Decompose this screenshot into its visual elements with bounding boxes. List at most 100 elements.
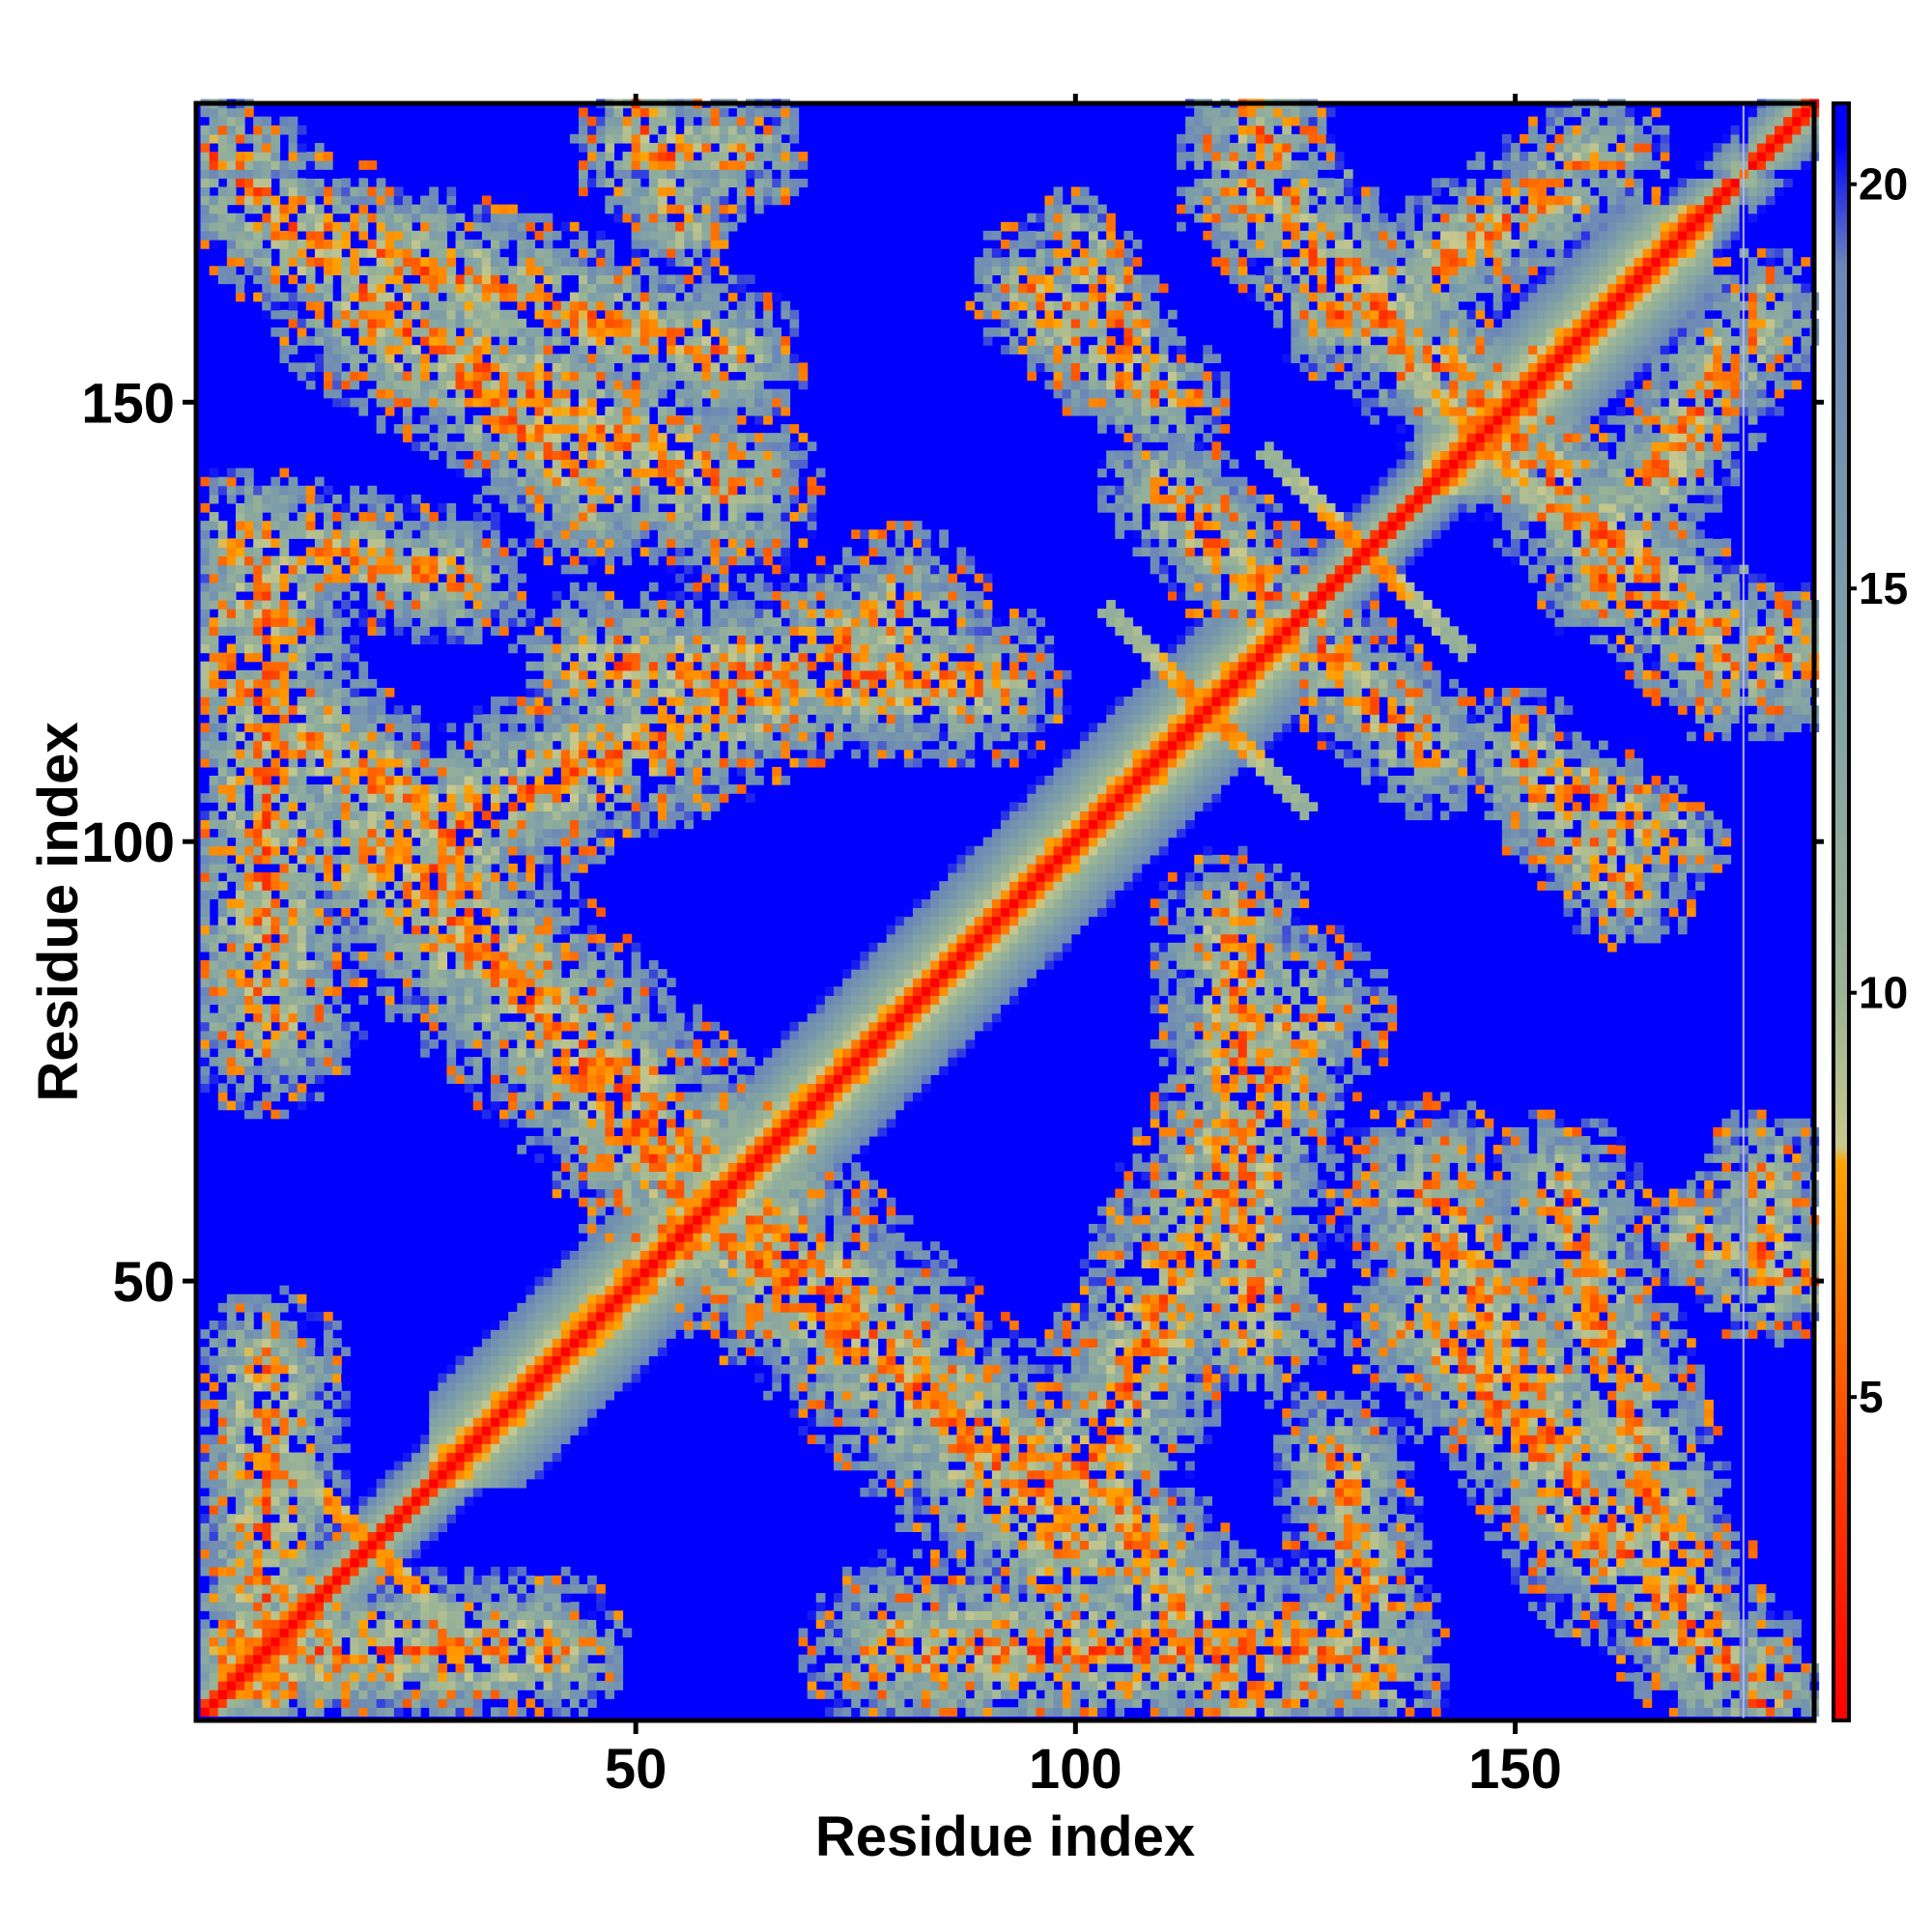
heatmap-cell [1361,1593,1371,1603]
heatmap-cell [1115,1707,1124,1718]
heatmap-cell [1334,1610,1345,1620]
heatmap-cell [1554,1566,1565,1577]
heatmap-cell [279,1681,290,1690]
heatmap-cell [1000,1408,1010,1418]
heatmap-cell [1070,1381,1081,1392]
heatmap-cell [833,1355,843,1366]
heatmap-cell [657,1321,668,1330]
heatmap-cell [1325,1575,1336,1585]
heatmap-cell [1308,1636,1319,1647]
heatmap-cell [982,1645,993,1656]
heatmap-cell [1000,1505,1010,1515]
heatmap-cell [1387,1338,1398,1348]
heatmap-cell [438,1602,448,1611]
heatmap-cell [1062,1381,1072,1392]
heatmap-cell [1756,1636,1767,1647]
heatmap-cell [956,1347,967,1357]
heatmap-cell [1106,1452,1116,1463]
heatmap-cell [1229,1548,1239,1559]
heatmap-cell [1343,1671,1353,1682]
heatmap-cell [1352,1671,1362,1682]
heatmap-cell [1352,1593,1362,1603]
heatmap-cell [903,1707,914,1718]
heatmap-cell [1308,1671,1319,1682]
heatmap-cell [341,1469,351,1480]
heatmap-cell [1053,1690,1064,1699]
heatmap-cell [305,1443,316,1454]
heatmap-cell [226,1461,237,1471]
heatmap-cell [1546,1619,1556,1630]
heatmap-cell [1352,1364,1362,1375]
heatmap-cell [912,1373,923,1383]
heatmap-cell [1756,1681,1767,1690]
heatmap-cell [1695,1514,1705,1523]
heatmap-cell [270,1557,281,1568]
heatmap-cell [560,1355,571,1366]
heatmap-cell [789,1321,800,1330]
heatmap-cell [384,1548,395,1559]
heatmap-cell [1194,1347,1204,1357]
heatmap-cell [1677,1373,1688,1383]
heatmap-cell [226,1487,237,1497]
heatmap-cell [1079,1487,1090,1497]
heatmap-cell [1123,1338,1134,1348]
heatmap-cell [412,1636,421,1647]
heatmap-cell [560,1435,571,1445]
heatmap-cell [1492,1469,1503,1480]
heatmap-cell [613,1645,624,1656]
heatmap-cell [332,1399,342,1409]
heatmap-cell [1721,1610,1732,1620]
heatmap-cell [332,1381,342,1392]
heatmap-cell [262,1593,271,1603]
heatmap-cell [262,1496,271,1506]
heatmap-cell [1115,1690,1124,1699]
heatmap-cell [807,1654,817,1664]
heatmap-cell [1651,1355,1662,1366]
heatmap-cell [1607,1469,1617,1480]
heatmap-cell [446,1505,457,1515]
heatmap-cell [1713,1636,1723,1647]
heatmap-cell [534,1654,545,1664]
heatmap-cell [1053,1408,1064,1418]
heatmap-cell [552,1443,562,1454]
heatmap-cell [324,1514,333,1523]
heatmap-cell [1070,1505,1081,1515]
heatmap-cell [1106,1505,1116,1515]
heatmap-cell [1352,1426,1362,1435]
heatmap-cell [1713,1610,1723,1620]
heatmap-cell [851,1408,861,1418]
heatmap-cell [1660,1662,1670,1673]
heatmap-cell [948,1452,958,1463]
heatmap-cell [455,1461,466,1471]
heatmap-cell [526,1355,536,1366]
heatmap-cell [1405,1373,1415,1383]
heatmap-cell [226,1435,237,1445]
heatmap-cell [903,1408,914,1418]
heatmap-cell [455,1487,466,1497]
heatmap-cell [543,1338,554,1348]
heatmap-cell [429,1408,439,1418]
heatmap-cell [903,1496,914,1506]
heatmap-cell [472,1671,483,1682]
heatmap-cell [1783,1610,1793,1620]
heatmap-cell [1123,1469,1134,1480]
heatmap-cell [1299,1662,1310,1673]
heatmap-cell [235,1329,245,1339]
heatmap-cell [974,1496,984,1506]
heatmap-cell [1589,1548,1600,1559]
heatmap-cell [1343,1707,1353,1718]
heatmap-cell [1150,1443,1160,1454]
heatmap-cell [842,1408,852,1418]
heatmap-cell [807,1610,817,1620]
heatmap-cell [358,1593,369,1603]
heatmap-cell [305,1583,316,1594]
heatmap-cell [446,1628,457,1638]
heatmap-cell [341,1522,351,1532]
heatmap-cell [332,1671,342,1682]
heatmap-cell [1484,1390,1494,1401]
heatmap-cell [965,1435,976,1445]
heatmap-cell [1563,1628,1574,1638]
heatmap-cell [1563,1373,1574,1383]
heatmap-cell [297,1408,307,1418]
heatmap-cell [868,1575,879,1585]
